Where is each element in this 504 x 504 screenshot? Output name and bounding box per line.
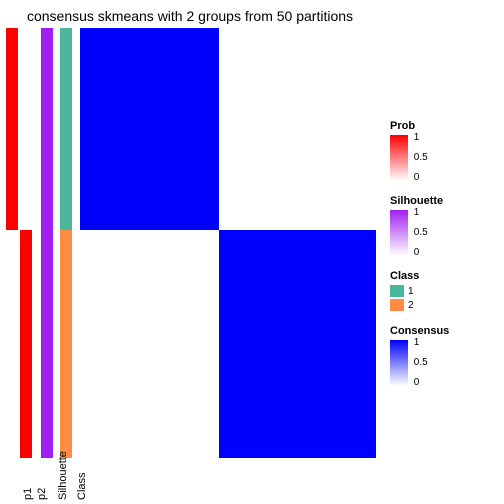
legend-tick: 0.5 (414, 358, 428, 368)
heatmap-cell (219, 28, 376, 230)
x-label-silhouette: Silhouette (57, 451, 69, 500)
legend-tick: 0.5 (414, 153, 428, 163)
heatmap-cell (219, 230, 376, 458)
heatmap-cell (80, 28, 219, 230)
anno-seg (60, 28, 72, 230)
legend-tick: 0 (414, 248, 420, 258)
anno-seg (6, 230, 18, 458)
legend-swatch-label: 2 (408, 300, 414, 311)
legend-class-item: 2 (390, 299, 500, 311)
legend-silhouette-gradient (390, 210, 408, 256)
heatmap-cell (80, 230, 219, 458)
legend-prob-ticks: 10.50 (414, 135, 438, 181)
legend-class-items: 12 (390, 285, 500, 311)
legend-prob: Prob 10.50 (390, 120, 500, 181)
legend-consensus-ticks: 10.50 (414, 340, 438, 386)
legend-silhouette-ticks: 10.50 (414, 210, 438, 256)
legend-consensus-title: Consensus (390, 325, 500, 337)
consensus-heatmap (80, 28, 376, 458)
anno-seg (20, 230, 32, 458)
legend-swatch-label: 1 (408, 286, 414, 297)
legend-tick: 0 (414, 378, 420, 388)
anno-bar-class (60, 28, 72, 458)
legend-prob-gradient (390, 135, 408, 181)
page-title: consensus skmeans with 2 groups from 50 … (0, 8, 380, 24)
x-label-p2: p2 (36, 488, 48, 500)
x-axis-labels: p1p2SilhouetteClass (6, 460, 376, 502)
legend-class: Class 12 (390, 270, 500, 311)
anno-bar-p2 (20, 28, 32, 458)
legend-swatch (390, 299, 404, 311)
legend-silhouette: Silhouette 10.50 (390, 195, 500, 256)
legend-prob-title: Prob (390, 120, 500, 132)
x-label-p1: p1 (22, 488, 34, 500)
legend-tick: 0 (414, 173, 420, 183)
legend-tick: 1 (414, 133, 420, 143)
legend-consensus: Consensus 10.50 (390, 325, 500, 386)
legend-tick: 1 (414, 208, 420, 218)
legend-tick: 1 (414, 338, 420, 348)
legend-class-title: Class (390, 270, 500, 282)
x-label-class: Class (76, 472, 88, 500)
legends-panel: Prob 10.50 Silhouette 10.50 Class 12 Con… (390, 120, 500, 400)
legend-silhouette-title: Silhouette (390, 195, 500, 207)
legend-consensus-gradient (390, 340, 408, 386)
anno-seg (6, 28, 18, 230)
anno-bar-silhouette (41, 28, 53, 458)
legend-class-item: 1 (390, 285, 500, 297)
anno-bar-p1 (6, 28, 18, 458)
anno-seg (41, 28, 53, 458)
anno-seg (60, 230, 72, 458)
legend-swatch (390, 285, 404, 297)
plot-area (6, 28, 376, 458)
legend-tick: 0.5 (414, 228, 428, 238)
anno-seg (20, 28, 32, 230)
